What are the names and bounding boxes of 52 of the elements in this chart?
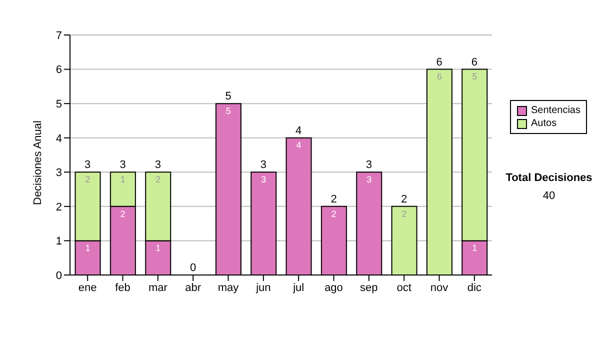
data-label: 6 (436, 72, 442, 82)
total-label: 4 (296, 124, 302, 137)
x-tick-label: abr (185, 282, 202, 294)
data-label: 4 (296, 140, 302, 150)
data-label: 2 (120, 208, 126, 219)
data-label: 2 (402, 208, 407, 219)
text: 40 (542, 190, 556, 202)
legend-label: Autos (531, 117, 557, 130)
data-label: 5 (226, 106, 231, 116)
y-tick-label: 3 (56, 167, 62, 180)
text: Total Decisiones (504, 172, 594, 184)
data-label: 2 (85, 174, 90, 185)
total-label: 2 (401, 193, 408, 206)
x-tick-label: ene (78, 282, 97, 294)
data-label: 1 (85, 243, 90, 254)
y-tick-label: 0 (56, 270, 62, 282)
total-label: 5 (225, 90, 232, 103)
total-label: 6 (436, 56, 442, 68)
total-label: 3 (120, 159, 126, 172)
data-label: 1 (472, 243, 478, 254)
data-label: 5 (472, 72, 478, 82)
data-label: 2 (331, 208, 336, 219)
x-tick-label: mar (148, 282, 168, 294)
total-label: 6 (471, 56, 478, 68)
x-tick-label: feb (115, 282, 130, 294)
total-label: 3 (366, 159, 372, 172)
data-label: 3 (261, 174, 266, 185)
x-tick-label: jul (292, 282, 304, 294)
total-label: 3 (260, 159, 266, 172)
x-tick-label: sep (360, 282, 378, 294)
x-tick-label: nov (430, 282, 449, 294)
y-tick-label: 5 (56, 98, 62, 110)
y-tick-label: 6 (56, 64, 62, 76)
y-tick-label: 1 (56, 236, 62, 248)
y-tick-label: 7 (56, 30, 62, 42)
total-label: 0 (190, 262, 196, 274)
total-label: 3 (84, 159, 91, 172)
y-axis-title: Decisiones Anual (32, 120, 44, 205)
data-label: 1 (156, 243, 161, 254)
y-tick-label: 2 (56, 201, 62, 214)
total-label: 3 (154, 159, 161, 172)
x-tick-label: may (218, 282, 240, 294)
data-label: 1 (120, 174, 126, 185)
data-label: 3 (366, 174, 372, 185)
x-tick-label: ago (324, 282, 343, 294)
data-label: 2 (156, 174, 161, 185)
x-tick-label: oct (396, 282, 412, 294)
total-label: 2 (330, 193, 337, 206)
x-tick-label: jun (255, 282, 271, 294)
y-tick-label: 4 (56, 132, 62, 145)
legend-label: Sentencias (531, 104, 580, 117)
x-tick-label: dic (467, 282, 482, 294)
